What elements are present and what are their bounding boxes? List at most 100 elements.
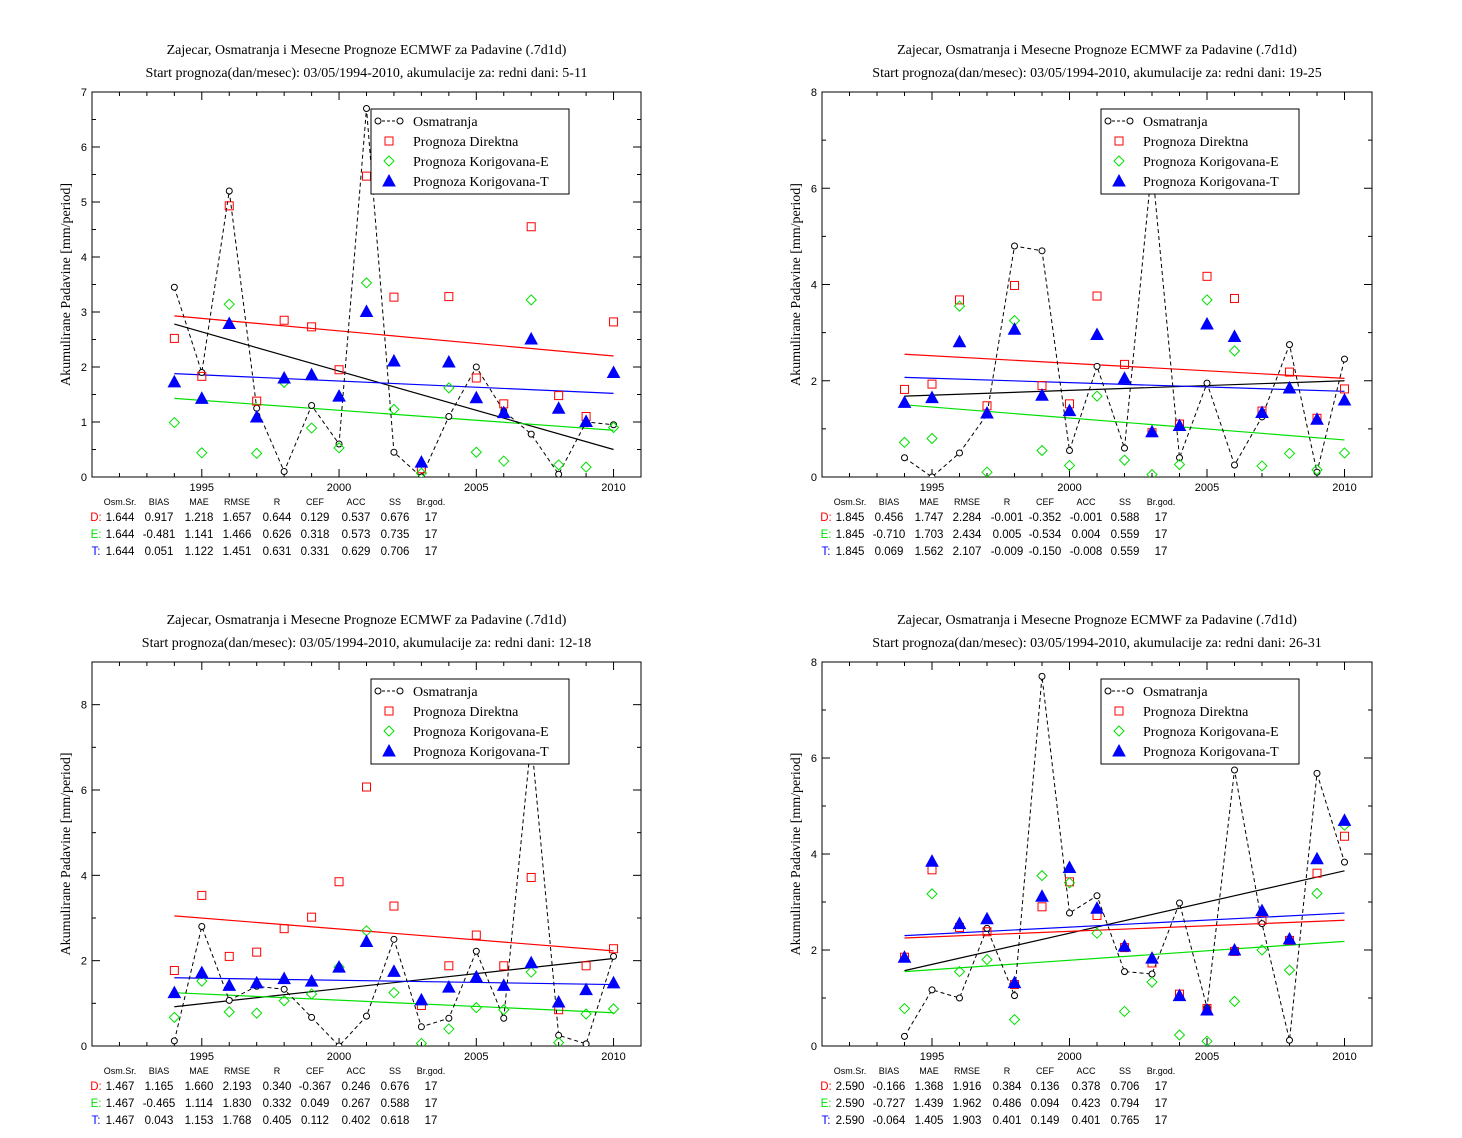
point-corrected-t (1200, 1002, 1214, 1016)
point-corrected-t (897, 950, 912, 963)
stats-cell: 0.378 (1072, 1081, 1101, 1093)
y-tick-label: 8 (811, 87, 817, 99)
chart-title: Zajecar, Osmatranja i Mesecne Prognoze E… (897, 43, 1297, 58)
legend-marker (1112, 743, 1126, 757)
point-corrected-t (952, 334, 967, 348)
legend-label: Prognoza Korigovana-E (1143, 155, 1279, 170)
point-corrected-e (223, 1006, 235, 1018)
trend-line (904, 353, 1345, 379)
point-corrected-e (898, 436, 911, 449)
point-corrected-e (360, 277, 373, 289)
point-corrected-t (579, 414, 593, 427)
point-observation (1121, 968, 1128, 976)
stats-row-label: T: (822, 1115, 831, 1127)
point-observation (1093, 892, 1101, 900)
point-corrected-t (304, 367, 319, 381)
legend-marker (1113, 155, 1125, 167)
stats-cell: 0.644 (263, 512, 292, 524)
y-tick-label: 2 (811, 945, 817, 957)
stats-cell: 17 (1155, 1115, 1168, 1127)
x-tick-label: 2005 (464, 482, 488, 494)
stats-header-cell: Br.god. (1147, 497, 1176, 507)
stats-cell: 0.486 (993, 1098, 1022, 1110)
y-tick-label: 6 (81, 785, 87, 797)
y-tick-label: 2 (81, 362, 87, 374)
x-tick-label: 1995 (920, 482, 944, 494)
stats-cell: 17 (425, 1098, 438, 1110)
point-observation (1011, 992, 1018, 1000)
chart-panel-3: Zajecar, Osmatranja i Mesecne Prognoze E… (59, 613, 642, 1127)
point-corrected-t (1062, 860, 1077, 873)
stats-header-cell: Br.god. (1147, 1066, 1176, 1076)
stats-header-cell: R (274, 497, 281, 507)
point-corrected-t (980, 405, 994, 419)
trend-line (904, 380, 1345, 397)
point-observation (901, 1032, 908, 1040)
point-corrected-t (1172, 988, 1187, 1002)
stats-cell: 1.153 (185, 1115, 214, 1127)
stats-cell: 1.747 (915, 512, 944, 524)
point-corrected-e (470, 446, 483, 458)
stats-header-cell: CEF (1036, 1066, 1055, 1076)
trend-line (904, 940, 1345, 973)
point-corrected-t (1062, 403, 1077, 417)
point-direct (334, 877, 344, 887)
legend: Osmatranja Prognoza Direktna Prognoza Kori… (370, 678, 570, 765)
stats-cell: 2.590 (836, 1098, 865, 1110)
point-corrected-e (415, 1037, 428, 1046)
point-direct (362, 782, 371, 792)
x-tick-label: 2010 (1332, 482, 1356, 494)
stats-cell: 1.467 (106, 1115, 135, 1127)
point-direct (1285, 367, 1294, 377)
y-tick-label: 4 (811, 849, 817, 861)
point-corrected-e (1201, 294, 1213, 306)
stats-cell: 1.644 (106, 529, 135, 541)
legend-marker (383, 725, 395, 737)
point-corrected-e (981, 953, 993, 966)
point-corrected-e (498, 1004, 510, 1016)
stats-cell: 0.405 (263, 1115, 292, 1127)
point-observation (445, 1014, 453, 1022)
stats-cell: -0.465 (143, 1098, 176, 1110)
chart-panel-1: Zajecar, Osmatranja i Mesecne Prognoze E… (59, 43, 642, 558)
stats-header-cell: MAE (919, 1066, 939, 1076)
point-observation (1203, 379, 1211, 387)
stats-cell: 0.318 (301, 529, 330, 541)
point-corrected-t (194, 965, 209, 979)
point-corrected-e (1146, 468, 1158, 477)
trend-line (904, 912, 1345, 937)
point-corrected-t (304, 974, 319, 987)
point-observation (445, 413, 453, 420)
legend-marker (383, 155, 395, 167)
point-corrected-t (1310, 412, 1324, 425)
stats-header-cell: Br.god. (417, 497, 446, 507)
x-tick-label: 2010 (1332, 1051, 1356, 1063)
legend-label: Osmatranja (413, 115, 478, 130)
point-direct (362, 171, 371, 181)
x-tick-label: 2000 (1057, 482, 1081, 494)
stats-cell: 17 (425, 529, 438, 541)
stats-cell: 17 (1155, 529, 1168, 541)
stats-cell: 0.706 (1111, 1081, 1140, 1093)
point-direct (1120, 359, 1129, 369)
series-line-observations (904, 676, 1345, 1041)
stats-header-cell: Osm.Sr. (104, 1066, 137, 1076)
point-corrected-e (1036, 869, 1048, 882)
y-tick-label: 4 (811, 280, 817, 292)
legend-box (370, 678, 570, 765)
point-corrected-e (305, 422, 318, 434)
stats-header-cell: RMSE (224, 497, 250, 507)
legend-marker (382, 173, 396, 187)
stats-cell: 1.466 (223, 529, 252, 541)
legend-marker (1104, 687, 1112, 695)
stats-cell: -0.534 (1029, 529, 1062, 541)
y-tick-label: 5 (81, 197, 87, 209)
point-observation (610, 421, 618, 429)
stats-cell: 0.340 (263, 1081, 292, 1093)
stats-header-cell: CEF (1036, 497, 1055, 507)
point-observation (1341, 858, 1348, 866)
point-direct (1230, 293, 1239, 303)
x-tick-label: 1995 (190, 1051, 214, 1063)
point-corrected-e (1008, 1013, 1021, 1026)
legend-marker (1126, 687, 1134, 695)
